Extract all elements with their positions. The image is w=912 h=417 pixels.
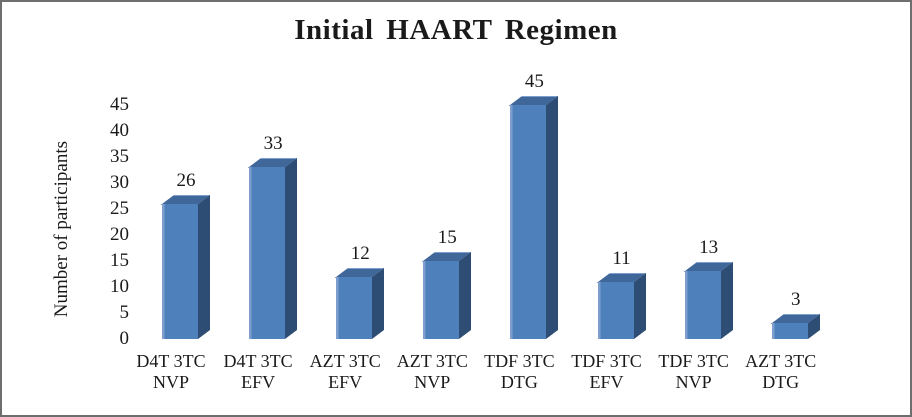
y-tick-label: 20: [110, 224, 129, 245]
y-tick-label: 40: [110, 120, 129, 141]
y-tick-label: 25: [110, 198, 129, 219]
category-line-1: AZT 3TC: [396, 351, 468, 371]
category-line-2: DTG: [500, 372, 538, 392]
bar-side-face: [198, 194, 210, 339]
bar-side-face: [546, 95, 559, 339]
bar: [596, 272, 646, 339]
x-axis-category-label: TDF 3TC DTG: [459, 351, 579, 393]
bar-front-face: [510, 105, 547, 339]
bar: [334, 267, 385, 339]
category-line-2: NVP: [152, 372, 189, 392]
x-axis-category-label: TDF 3TC EFV: [547, 351, 667, 393]
bar-front-face: [162, 203, 198, 339]
bar-value-label: 12: [350, 242, 370, 264]
bar-side-face: [633, 272, 646, 339]
bar-value-label: 13: [699, 237, 719, 259]
y-tick-label: 15: [110, 250, 129, 271]
category-line-1: AZT 3TC: [309, 351, 381, 371]
y-axis-title: Number of participants: [50, 114, 74, 344]
bar-front-face: [771, 323, 808, 339]
bar-side-face: [372, 267, 385, 339]
y-tick-label: 35: [110, 146, 129, 167]
bar-value-label: 15: [437, 227, 457, 248]
y-tick-label: 0: [119, 328, 130, 349]
category-line-2: DTG: [762, 372, 800, 392]
bar: [683, 262, 733, 339]
bar-front-face: [597, 281, 634, 339]
bar-value-label: 26: [176, 169, 196, 191]
bar-side-face: [285, 158, 298, 339]
category-line-1: TDF 3TC: [658, 351, 729, 371]
category-line-2: EFV: [328, 372, 363, 392]
bar-front-face: [249, 167, 286, 339]
category-line-1: TDF 3TC: [484, 351, 555, 371]
category-line-1: TDF 3TC: [571, 351, 642, 371]
y-tick-label: 45: [110, 94, 129, 115]
bar-front-face: [336, 276, 373, 339]
bar-value-label: 3: [790, 289, 801, 311]
x-axis-category-label: D4T 3TC NVP: [111, 351, 231, 393]
bar-value-label: 45: [524, 71, 544, 92]
bar-value-label: 33: [263, 133, 283, 155]
category-line-1: D4T 3TC: [223, 351, 293, 371]
x-axis-category-label: AZT 3TC EFV: [285, 351, 405, 393]
category-line-1: AZT 3TC: [745, 351, 817, 371]
bar-front-face: [684, 271, 721, 339]
bar-side-face: [459, 251, 472, 339]
y-tick-label: 5: [119, 302, 130, 323]
category-line-2: EFV: [241, 372, 276, 392]
x-axis-category-label: D4T 3TC EFV: [198, 351, 318, 393]
y-axis-title-text: Number of participants: [51, 140, 72, 318]
bar: [247, 158, 298, 339]
bar: [509, 95, 559, 339]
bar: [770, 314, 820, 339]
bar: [421, 251, 472, 339]
x-axis-category-label: TDF 3TC NVP: [634, 351, 754, 393]
chart-title: Initial HAART Regimen: [294, 14, 618, 46]
x-axis-category-label: AZT 3TC DTG: [721, 351, 841, 393]
category-line-2: NVP: [414, 372, 451, 392]
bar-front-face: [423, 261, 460, 339]
bar-side-face: [720, 262, 733, 339]
y-tick-label: 30: [110, 172, 129, 193]
bar-value-label: 11: [612, 247, 631, 269]
x-axis-category-label: AZT 3TC NVP: [372, 351, 492, 393]
category-line-1: D4T 3TC: [136, 351, 206, 371]
category-line-2: EFV: [589, 372, 624, 392]
category-line-2: NVP: [675, 372, 712, 392]
y-tick-label: 10: [110, 276, 129, 297]
bar: [160, 194, 210, 339]
